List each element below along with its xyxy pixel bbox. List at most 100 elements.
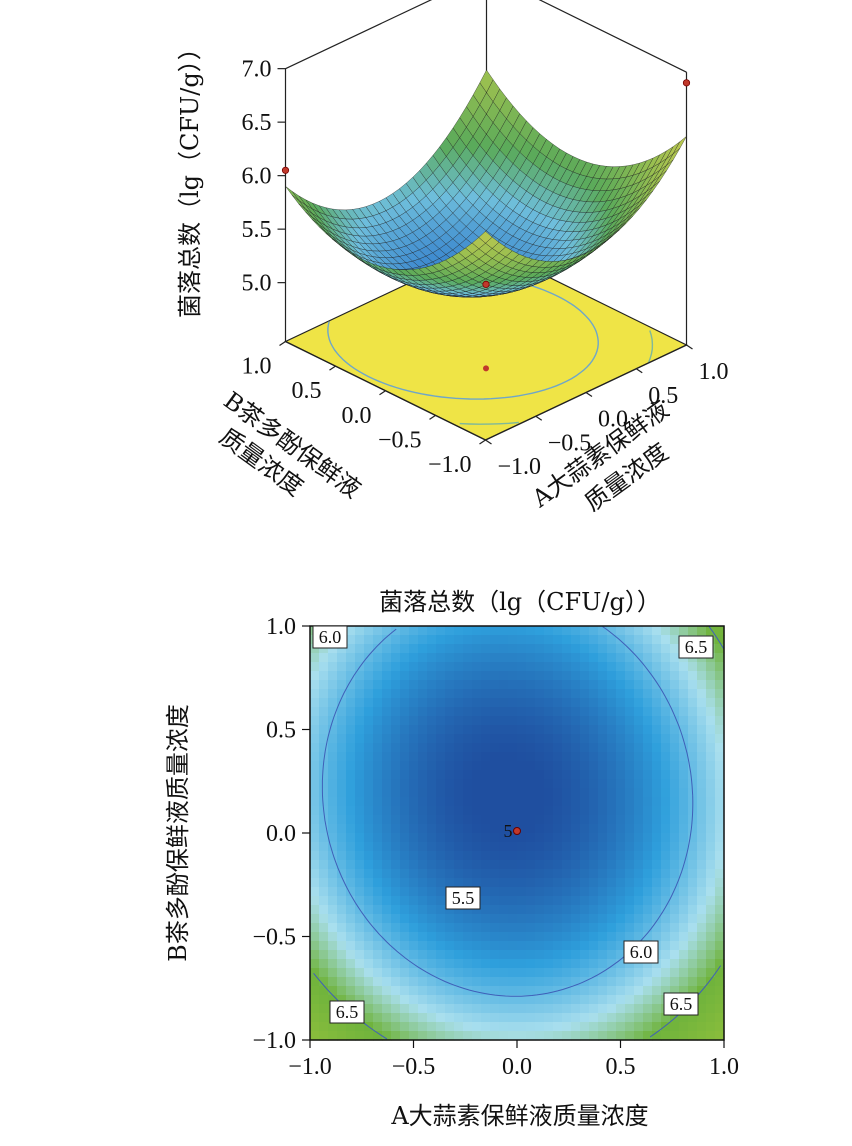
heatmap-cell bbox=[328, 941, 338, 951]
heatmap-cell bbox=[715, 986, 725, 996]
heatmap-cell bbox=[337, 662, 347, 672]
heatmap-cell bbox=[337, 959, 347, 969]
heatmap-cell bbox=[526, 698, 536, 708]
heatmap-cell bbox=[697, 806, 707, 816]
heatmap-cell bbox=[688, 770, 698, 780]
heatmap-cell bbox=[427, 716, 437, 726]
heatmap-cell bbox=[337, 707, 347, 717]
heatmap-cell bbox=[409, 977, 419, 987]
heatmap-cell bbox=[571, 671, 581, 681]
heatmap-cell bbox=[607, 653, 617, 663]
heatmap-cell bbox=[328, 653, 338, 663]
heatmap-cell bbox=[715, 662, 725, 672]
heatmap-cell bbox=[580, 788, 590, 798]
contour-level-label: 6.5 bbox=[663, 992, 699, 1016]
contour-y-label: B茶多酚保鲜液质量浓度 bbox=[164, 704, 192, 962]
heatmap-cell bbox=[715, 725, 725, 735]
heatmap-cell bbox=[634, 887, 644, 897]
heatmap-cell bbox=[589, 932, 599, 942]
heatmap-cell bbox=[607, 716, 617, 726]
heatmap-cell bbox=[634, 635, 644, 645]
heatmap-cell bbox=[319, 671, 329, 681]
heatmap-cell bbox=[481, 1004, 491, 1014]
heatmap-cell bbox=[670, 635, 680, 645]
heatmap-cell bbox=[607, 698, 617, 708]
heatmap-cell bbox=[409, 770, 419, 780]
heatmap-cell bbox=[508, 887, 518, 897]
heatmap-cell bbox=[634, 860, 644, 870]
heatmap-cell bbox=[355, 707, 365, 717]
heatmap-cell bbox=[643, 824, 653, 834]
heatmap-cell bbox=[445, 662, 455, 672]
heatmap-cell bbox=[364, 797, 374, 807]
heatmap-cell bbox=[652, 797, 662, 807]
heatmap-cell bbox=[634, 923, 644, 933]
heatmap-cell bbox=[355, 833, 365, 843]
heatmap-cell bbox=[481, 950, 491, 960]
heatmap-cell bbox=[364, 869, 374, 879]
heatmap-cell bbox=[589, 743, 599, 753]
heatmap-cell bbox=[391, 878, 401, 888]
heatmap-cell bbox=[391, 968, 401, 978]
heatmap-cell bbox=[607, 815, 617, 825]
heatmap-cell bbox=[436, 707, 446, 717]
heatmap-cell bbox=[346, 878, 356, 888]
heatmap-cell bbox=[580, 761, 590, 771]
heatmap-cell bbox=[643, 680, 653, 690]
heatmap-cell bbox=[517, 743, 527, 753]
heatmap-cell bbox=[427, 770, 437, 780]
heatmap-cell bbox=[418, 914, 428, 924]
heatmap-cell bbox=[688, 824, 698, 834]
heatmap-cell bbox=[463, 779, 473, 789]
heatmap-cell bbox=[445, 797, 455, 807]
heatmap-cell bbox=[427, 959, 437, 969]
heatmap-cell bbox=[544, 653, 554, 663]
heatmap-cell bbox=[607, 1013, 617, 1023]
heatmap-cell bbox=[643, 716, 653, 726]
b-tick-label: 0.0 bbox=[342, 403, 372, 429]
heatmap-cell bbox=[598, 671, 608, 681]
heatmap-cell bbox=[490, 896, 500, 906]
heatmap-cell bbox=[445, 941, 455, 951]
heatmap-cell bbox=[598, 995, 608, 1005]
heatmap-cell bbox=[310, 644, 320, 654]
heatmap-cell bbox=[310, 905, 320, 915]
heatmap-cell bbox=[490, 752, 500, 762]
heatmap-cell bbox=[463, 860, 473, 870]
heatmap-cell bbox=[652, 734, 662, 744]
heatmap-cell bbox=[526, 1004, 536, 1014]
heatmap-cell bbox=[679, 815, 689, 825]
heatmap-cell bbox=[472, 878, 482, 888]
heatmap-cell bbox=[472, 1004, 482, 1014]
heatmap-cell bbox=[553, 788, 563, 798]
heatmap-cell bbox=[679, 680, 689, 690]
heatmap-cell bbox=[346, 788, 356, 798]
heatmap-cell bbox=[328, 1022, 338, 1032]
heatmap-cell bbox=[463, 833, 473, 843]
heatmap-cell bbox=[418, 1022, 428, 1032]
heatmap-cell bbox=[526, 761, 536, 771]
heatmap-cell bbox=[535, 860, 545, 870]
heatmap-cell bbox=[688, 941, 698, 951]
heatmap-cell bbox=[328, 878, 338, 888]
heatmap-cell bbox=[706, 842, 716, 852]
heatmap-cell bbox=[553, 1013, 563, 1023]
heatmap-cell bbox=[427, 932, 437, 942]
heatmap-cell bbox=[463, 806, 473, 816]
surface-design-point bbox=[483, 365, 489, 372]
heatmap-cell bbox=[499, 653, 509, 663]
heatmap-cell bbox=[481, 860, 491, 870]
heatmap-cell bbox=[490, 1031, 500, 1041]
heatmap-cell bbox=[643, 725, 653, 735]
heatmap-cell bbox=[454, 959, 464, 969]
heatmap-cell bbox=[319, 716, 329, 726]
heatmap-cell bbox=[715, 950, 725, 960]
heatmap-cell bbox=[418, 689, 428, 699]
heatmap-cell bbox=[607, 959, 617, 969]
heatmap-cell bbox=[661, 671, 671, 681]
heatmap-cell bbox=[616, 779, 626, 789]
heatmap-cell bbox=[679, 662, 689, 672]
heatmap-cell bbox=[319, 824, 329, 834]
heatmap-cell bbox=[544, 1022, 554, 1032]
heatmap-cell bbox=[310, 878, 320, 888]
